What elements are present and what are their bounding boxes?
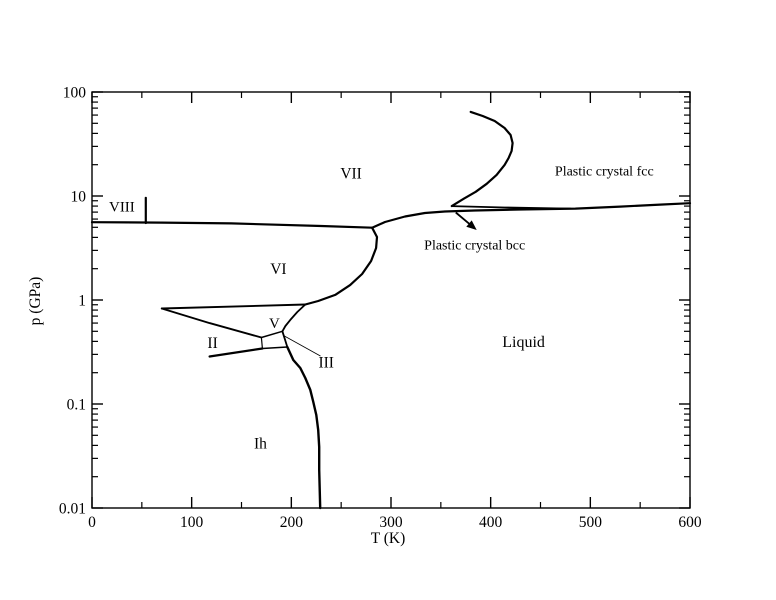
- phase-label-vi: VI: [270, 261, 286, 278]
- x-tick-label: 400: [479, 514, 503, 531]
- phase-label-v: V: [269, 316, 280, 332]
- boundary-vi-liquid: [304, 226, 379, 306]
- y-tick-label: 10: [71, 189, 87, 206]
- plot-frame: [91, 91, 691, 509]
- boundary-melting-line-vii-bcc-liquid: [371, 202, 692, 229]
- phase-label-ii: II: [207, 335, 217, 352]
- phase-label-liquid: Liquid: [502, 334, 545, 351]
- phase-label-vii: VII: [340, 165, 362, 182]
- phase-label-ih: Ih: [254, 436, 267, 453]
- x-tick-label: 500: [579, 514, 603, 531]
- boundary-vi-v-line: [160, 303, 307, 310]
- boundary-ih-liquid-melting: [286, 345, 322, 510]
- x-tick-label: 300: [379, 514, 403, 531]
- plastic-bcc-arrow-head: [466, 220, 477, 230]
- boundary-bcc-fcc-upper-line: [450, 205, 572, 210]
- boundary-iii-top-edge: [260, 330, 284, 339]
- boundary-ii-bottom-line: [208, 347, 264, 358]
- boundary-viii-vii-boundary: [90, 221, 374, 229]
- y-axis-title: p (GPa): [27, 277, 44, 326]
- phase-label-plastic-bcc: Plastic crystal bcc: [424, 239, 525, 254]
- x-tick-label: 0: [88, 514, 96, 531]
- phase-label-viii: VIII: [109, 200, 135, 216]
- y-tick-label: 1: [78, 293, 86, 310]
- x-tick-label: 200: [280, 514, 304, 531]
- phase-label-plastic-fcc: Plastic crystal fcc: [555, 165, 654, 180]
- y-tick-label: 0.1: [67, 397, 86, 414]
- x-tick-label: 600: [678, 514, 702, 531]
- boundary-iii-leader-line: [284, 335, 321, 357]
- boundary-iii-left-edge: [260, 336, 263, 350]
- boundary-iii-right-edge: [281, 330, 289, 348]
- y-tick-label: 0.01: [59, 501, 86, 518]
- boundary-v-liquid: [281, 303, 307, 333]
- x-axis-title: T (K): [371, 530, 406, 547]
- boundary-vii-fcc-hook: [450, 110, 514, 208]
- phase-label-iii: III: [318, 354, 334, 371]
- boundary-iii-bottom-edge: [261, 346, 289, 350]
- boundary-ii-v-slant: [160, 307, 263, 339]
- y-tick-label: 100: [63, 85, 87, 102]
- x-tick-label: 100: [180, 514, 204, 531]
